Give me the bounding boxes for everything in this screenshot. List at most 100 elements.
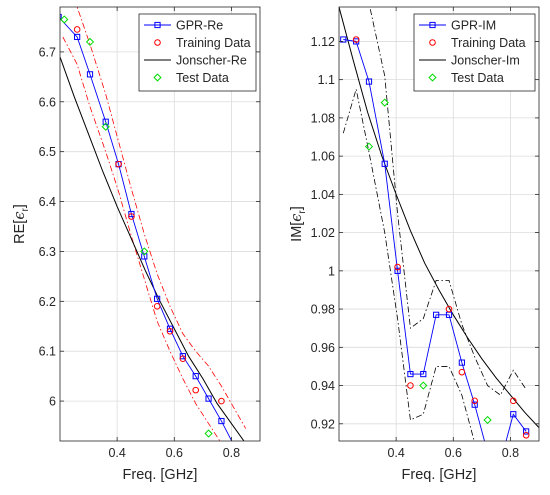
chart-2-ytick-label-5: 1.02 <box>311 226 335 240</box>
chart-2-series-test-data-point-0 <box>364 142 374 151</box>
chart-1-series-gpr-re-point-3 <box>102 118 109 125</box>
chart-1-series-test-data-point-0 <box>60 15 69 24</box>
chart-2-legend-label-0: GPR-IM <box>451 19 496 33</box>
chart-2-series-jonscher-im <box>339 7 539 428</box>
chart-1-series-test-data-point-4 <box>204 429 213 438</box>
chart-2-series-training-data <box>352 36 530 439</box>
chart-2-legend-item-1: Training Data <box>429 36 526 50</box>
chart-1-series-gpr-re-point-8 <box>166 325 174 332</box>
chart-1-series-gpr-re-point-9 <box>179 353 186 360</box>
chart-2-legend-label-1: Training Data <box>451 36 526 50</box>
chart-1-series-training-data-point-1 <box>115 160 122 168</box>
chart-2-ytick-label-2: 0.96 <box>311 341 335 355</box>
chart-2-series-training-data-point-5 <box>471 397 479 405</box>
chart-2-series-test-data-point-3 <box>483 415 492 425</box>
chart-1-series-training-data-point-6 <box>192 386 200 394</box>
chart-1-ytick-label-5: 6.5 <box>39 145 56 159</box>
chart-2-series-test-data-point-2 <box>419 381 428 390</box>
chart-1-legend-box <box>138 13 257 92</box>
chart-2-series-training-data-point-2 <box>407 382 414 389</box>
chart-1-legend-item-0: GPR-Re <box>144 19 223 33</box>
chart-2-series-gpr-im-point-9 <box>458 359 465 366</box>
chart-1-legend-marker-1 <box>154 39 161 46</box>
chart-1-xtick-label-2: 0.8 <box>223 446 240 460</box>
chart-1-series-test-data <box>60 15 213 438</box>
chart-2-legend-marker-0 <box>429 21 436 29</box>
chart-1-legend-label-0: GPR-Re <box>176 19 223 33</box>
chart-1-series-training-data-point-5 <box>179 355 187 362</box>
chart-2-ytick-label-3: 0.98 <box>311 303 335 317</box>
chart-2-series-test-data-point-1 <box>380 98 389 107</box>
chart-2-series-training-data-point-3 <box>445 305 453 313</box>
chart-1-legend-item-1: Training Data <box>154 36 251 50</box>
chart-2-ytick-label-9: 1.1 <box>318 73 335 87</box>
chart-2-series-gpr-im-point-4 <box>394 267 401 274</box>
chart-2-xtick-label-1: 0.6 <box>445 446 462 460</box>
chart-2-ytick-label-10: 1.12 <box>311 35 335 49</box>
chart-2-xtick-label-0: 0.4 <box>387 446 404 460</box>
chart-2-series-gpr-im-point-11 <box>485 450 490 455</box>
chart-2-ylabel-close: ] <box>289 206 305 210</box>
chart-1-series-gpr-re-point-2 <box>86 71 94 78</box>
chart-2-series-gpr-im-point-10 <box>471 401 478 408</box>
chart-2: 0.4 0.6 0.8 0.92 0.94 0.96 0.98 1 1.02 1.04 1.06 1.… <box>289 6 540 483</box>
chart-2-ytick-label-6: 1.04 <box>311 188 335 202</box>
chart-1-ytick-label-0: 6 <box>49 395 56 409</box>
chart-2-ytick-label-0: 0.92 <box>311 417 335 431</box>
chart-1-series-training-data-point-7 <box>218 397 225 405</box>
chart-1-band-upper <box>76 7 247 429</box>
chart-2-legend-box <box>413 13 536 92</box>
chart-2-xlabel: Freq. [GHz] <box>402 467 477 483</box>
chart-2-series-training-data-point-1 <box>394 263 401 271</box>
chart-2-legend: GPR-IM Training Data Jonscher-Im Test Data <box>413 13 536 92</box>
chart-1-ticks: 0.4 0.6 0.8 6 6.1 6.2 6.3 6.4 6.5 6.6 6.7 <box>39 7 260 460</box>
chart-1-legend-label-3: Test Data <box>176 71 229 85</box>
chart-2-band-upper <box>369 7 527 396</box>
chart-2-legend-label-2: Jonscher-Im <box>451 54 520 68</box>
chart-2-series-training-data-point-0 <box>352 36 360 43</box>
chart-2-series-gpr-im-point-13 <box>510 411 517 418</box>
chart-1-ytick-label-6: 6.6 <box>39 95 56 109</box>
chart-1-series-gpr-re-point-1 <box>74 33 81 41</box>
chart-1-series-gpr-re-point-11 <box>205 395 212 402</box>
chart-2-ytick-label-7: 1.06 <box>311 150 335 164</box>
chart-2-legend-item-2: Jonscher-Im <box>419 54 520 68</box>
chart-2-ticks: 0.4 0.6 0.8 0.92 0.94 0.96 0.98 1 1.02 1.04 1.06 1.… <box>311 7 539 460</box>
chart-2-ytick-label-4: 1 <box>328 264 335 278</box>
chart-1-ylabel: RE[ϵr] <box>12 204 31 244</box>
chart-1-series-training-data <box>73 26 225 405</box>
chart-2-ytick-label-1: 0.94 <box>311 379 335 393</box>
chart-1-series-training-data-point-2 <box>128 213 135 220</box>
chart-1-series-gpr-re-point-10 <box>192 373 199 380</box>
chart-2-series-gpr-im-point-6 <box>420 370 427 378</box>
chart-2-axes-box <box>338 6 540 442</box>
chart-1-series-gpr-re-point-6 <box>141 253 148 260</box>
chart-2-series-training-data-point-7 <box>522 431 530 439</box>
chart-2-data <box>339 7 539 455</box>
chart-1-series-test-data-point-1 <box>85 37 95 47</box>
chart-2-series-gpr-im-point-3 <box>381 160 388 167</box>
chart-2-ytick-label-8: 1.08 <box>311 111 335 125</box>
chart-2-series-gpr-im-point-5 <box>407 370 414 378</box>
chart-1-series-gpr-re-point-5 <box>128 210 135 218</box>
chart-2-ylabel: IM[ϵr] <box>289 206 308 242</box>
chart-1: 0.4 0.6 0.8 6 6.1 6.2 6.3 6.4 6.5 6.6 6.7 Freq. [GH… <box>12 6 261 483</box>
chart-1-series-training-data-point-0 <box>73 26 81 33</box>
chart-2-legend-item-3: Test Data <box>428 71 504 85</box>
chart-2-series-gpr-im-point-0 <box>340 36 347 43</box>
chart-2-ylabel-symbol: ϵ <box>289 214 305 222</box>
chart-2-legend-label-3: Test Data <box>451 71 504 85</box>
chart-2-series-jonscher-im-line <box>339 7 539 428</box>
chart-1-xlabel: Freq. [GHz] <box>123 467 198 483</box>
chart-2-ylabel-sub: r <box>297 210 308 214</box>
chart-1-legend-label-1: Training Data <box>176 36 251 50</box>
chart-1-ylabel-sub: r <box>20 208 31 212</box>
chart-1-ylabel-main: RE[ <box>12 220 28 244</box>
chart-1-series-gpr-re-point-12 <box>218 417 225 425</box>
chart-2-series-training-data-point-4 <box>458 368 466 376</box>
chart-1-ytick-label-1: 6.1 <box>39 345 56 359</box>
chart-2-legend-marker-1 <box>429 39 436 46</box>
chart-1-ylabel-close: ] <box>12 204 28 208</box>
chart-1-band-lower <box>62 36 221 441</box>
chart-1-series-test-data-point-3 <box>140 247 149 256</box>
